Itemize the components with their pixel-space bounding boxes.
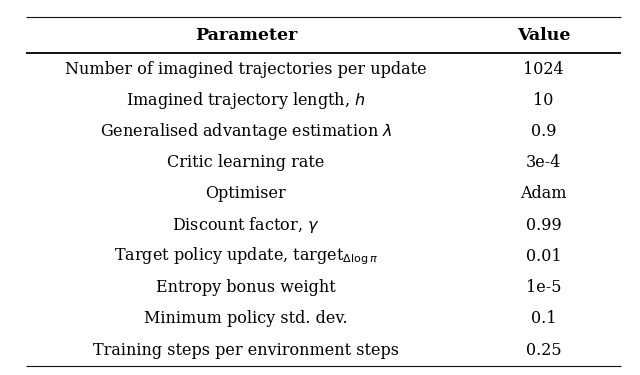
Text: Critic learning rate: Critic learning rate xyxy=(167,154,324,171)
Text: 1024: 1024 xyxy=(523,61,564,78)
Text: 0.01: 0.01 xyxy=(525,248,561,265)
Text: Discount factor, $\gamma$: Discount factor, $\gamma$ xyxy=(172,215,319,235)
Text: Minimum policy std. dev.: Minimum policy std. dev. xyxy=(144,310,348,327)
Text: Training steps per environment steps: Training steps per environment steps xyxy=(93,342,399,358)
Text: Target policy update, target$_{\Delta \log \pi}$: Target policy update, target$_{\Delta \l… xyxy=(114,246,378,267)
Text: 0.1: 0.1 xyxy=(531,310,556,327)
Text: Imagined trajectory length, $h$: Imagined trajectory length, $h$ xyxy=(126,90,365,111)
Text: 3e-4: 3e-4 xyxy=(525,154,561,171)
Text: Generalised advantage estimation $\lambda$: Generalised advantage estimation $\lambd… xyxy=(100,121,392,142)
Text: 1e-5: 1e-5 xyxy=(525,279,561,296)
Text: Adam: Adam xyxy=(520,186,566,202)
Text: Optimiser: Optimiser xyxy=(205,186,286,202)
Text: Entropy bonus weight: Entropy bonus weight xyxy=(156,279,336,296)
Text: 0.9: 0.9 xyxy=(531,123,556,140)
Text: 0.25: 0.25 xyxy=(525,342,561,358)
Text: 0.99: 0.99 xyxy=(525,217,561,234)
Text: Parameter: Parameter xyxy=(195,27,297,44)
Text: Value: Value xyxy=(516,27,570,44)
Text: Number of imagined trajectories per update: Number of imagined trajectories per upda… xyxy=(65,61,427,78)
Text: 10: 10 xyxy=(533,92,554,109)
